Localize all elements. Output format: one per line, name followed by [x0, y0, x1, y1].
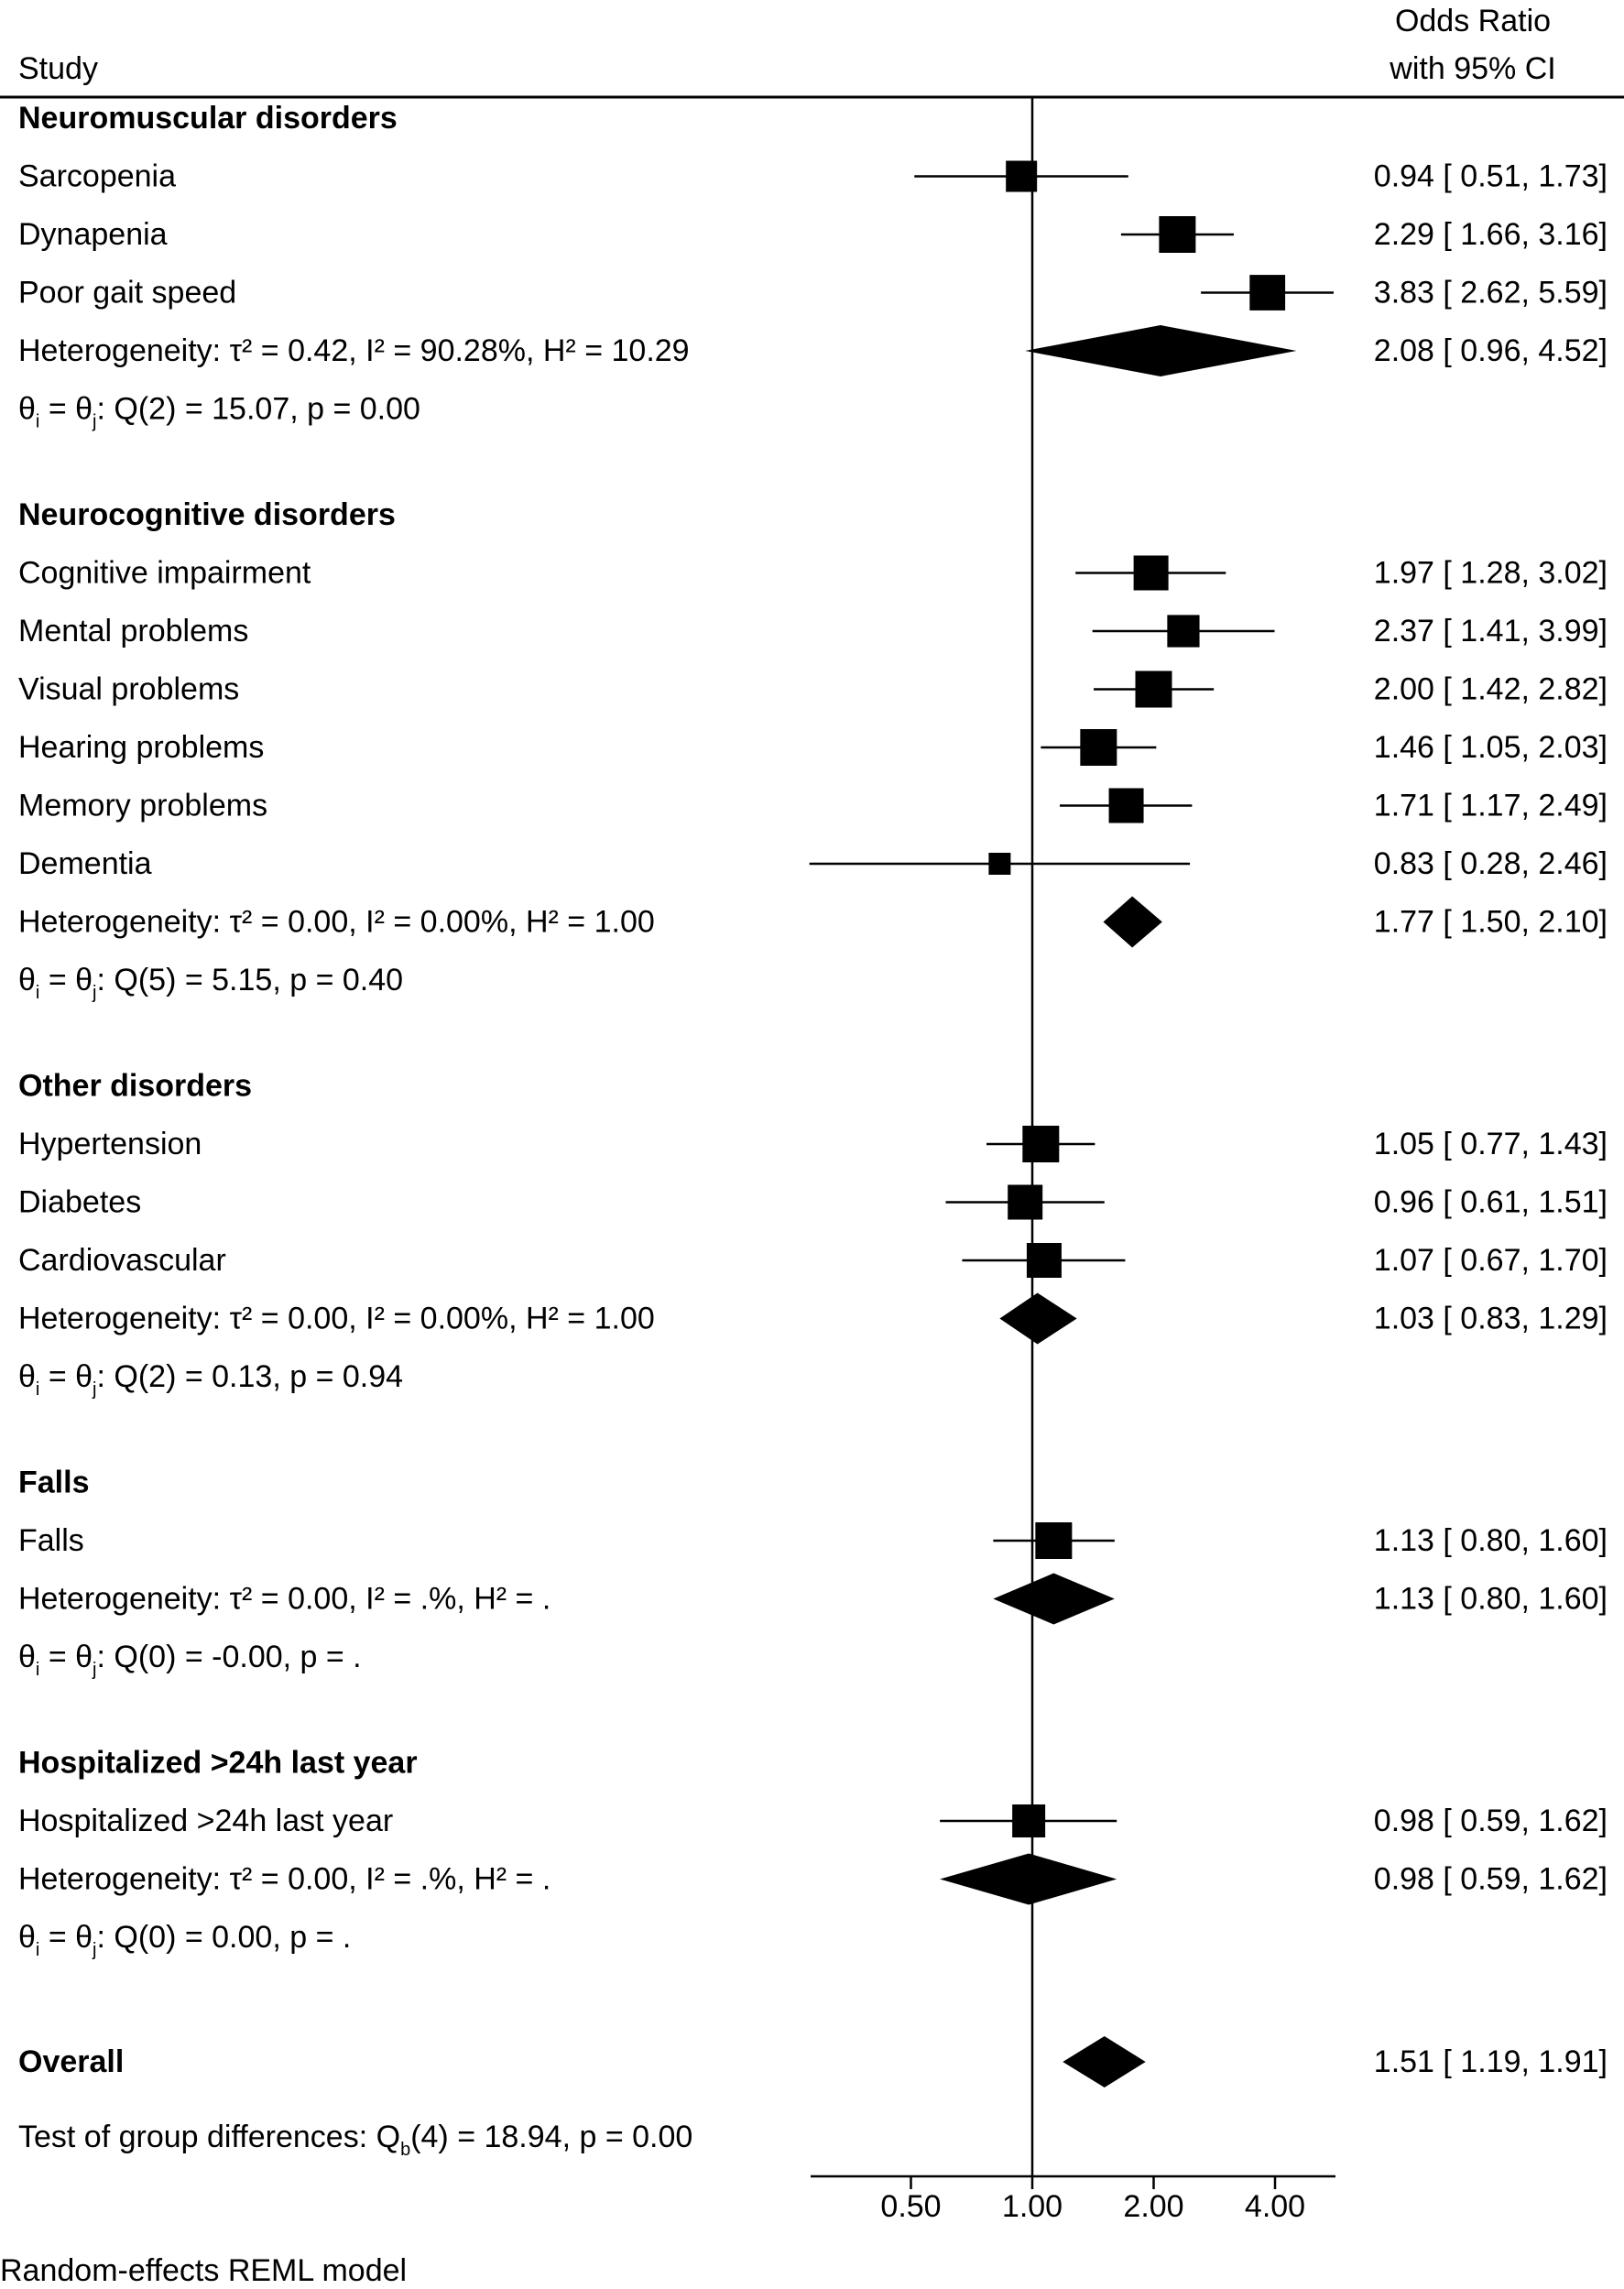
- ci-value-label: 1.07 [ 0.67, 1.70]: [1374, 1243, 1608, 1278]
- group-title: Other disorders: [18, 1069, 252, 1104]
- subgroup-test-label: θi = θj: Q(0) = 0.00, p = .: [18, 1920, 351, 1960]
- pooled-ci-label: 1.03 [ 0.83, 1.29]: [1374, 1302, 1608, 1336]
- point-estimate-box: [1133, 555, 1169, 591]
- pooled-diamond: [993, 1573, 1115, 1625]
- subgroup-test-label: θi = θj: Q(0) = -0.00, p = .: [18, 1640, 362, 1680]
- pooled-diamond: [940, 1853, 1117, 1905]
- ci-value-label: 1.46 [ 1.05, 2.03]: [1374, 730, 1608, 765]
- subgroup-test-label: θi = θj: Q(2) = 15.07, p = 0.00: [18, 392, 420, 432]
- heterogeneity-label: Heterogeneity: τ² = 0.00, I² = 0.00%, H²…: [18, 1302, 655, 1336]
- pooled-ci-label: 0.98 [ 0.59, 1.62]: [1374, 1862, 1608, 1897]
- subgroup-test-label: θi = θj: Q(5) = 5.15, p = 0.40: [18, 963, 403, 1003]
- study-label: Sarcopenia: [18, 159, 176, 194]
- ci-value-label: 0.94 [ 0.51, 1.73]: [1374, 159, 1608, 194]
- study-label: Hospitalized >24h last year: [18, 1804, 393, 1838]
- study-label: Dynapenia: [18, 217, 168, 252]
- x-axis-tick-label: 2.00: [1123, 2189, 1183, 2224]
- ci-value-label: 0.83 [ 0.28, 2.46]: [1374, 846, 1608, 881]
- model-footnote: Random-effects REML model: [0, 2253, 407, 2288]
- pooled-diamond: [999, 1292, 1077, 1345]
- pooled-diamond: [1025, 325, 1297, 376]
- point-estimate-box: [1022, 1126, 1060, 1162]
- study-label: Diabetes: [18, 1185, 141, 1220]
- study-label: Memory problems: [18, 789, 267, 823]
- point-estimate-box: [1012, 1804, 1046, 1837]
- ci-value-label: 0.96 [ 0.61, 1.51]: [1374, 1185, 1608, 1220]
- ci-value-label: 0.98 [ 0.59, 1.62]: [1374, 1804, 1608, 1838]
- point-estimate-box: [1249, 275, 1286, 311]
- heterogeneity-label: Heterogeneity: τ² = 0.00, I² = 0.00%, H²…: [18, 905, 655, 940]
- point-estimate-box: [1026, 1243, 1062, 1278]
- study-label: Visual problems: [18, 672, 239, 707]
- ci-value-label: 2.29 [ 1.66, 3.16]: [1374, 217, 1608, 252]
- study-label: Hearing problems: [18, 730, 264, 765]
- study-label: Hypertension: [18, 1127, 202, 1161]
- group-title: Hospitalized >24h last year: [18, 1746, 418, 1781]
- pooled-ci-label: 1.13 [ 0.80, 1.60]: [1374, 1582, 1608, 1617]
- point-estimate-box: [1080, 729, 1117, 766]
- study-label: Mental problems: [18, 614, 248, 649]
- ci-value-label: 1.05 [ 0.77, 1.43]: [1374, 1127, 1608, 1161]
- ci-value-label: 1.13 [ 0.80, 1.60]: [1374, 1523, 1608, 1558]
- ci-value-label: 1.97 [ 1.28, 3.02]: [1374, 556, 1608, 591]
- study-label: Cardiovascular: [18, 1243, 226, 1278]
- group-title: Neuromuscular disorders: [18, 101, 398, 136]
- overall-diamond: [1063, 2036, 1146, 2087]
- overall-ci-label: 1.51 [ 1.19, 1.91]: [1374, 2044, 1608, 2079]
- study-label: Falls: [18, 1523, 84, 1558]
- x-axis-tick-label: 0.50: [880, 2189, 941, 2224]
- point-estimate-box: [1008, 1184, 1043, 1220]
- group-differences-test-label: Test of group differences: Qb(4) = 18.94…: [18, 2120, 692, 2160]
- heterogeneity-label: Heterogeneity: τ² = 0.42, I² = 90.28%, H…: [18, 333, 690, 368]
- ci-value-label: 2.37 [ 1.41, 3.99]: [1374, 614, 1608, 649]
- point-estimate-box: [1108, 788, 1144, 823]
- effect-header-line1: Odds Ratio: [1395, 4, 1551, 38]
- ci-value-label: 2.00 [ 1.42, 2.82]: [1374, 672, 1608, 707]
- pooled-ci-label: 2.08 [ 0.96, 4.52]: [1374, 333, 1608, 368]
- effect-header-line2: with 95% CI: [1389, 51, 1555, 86]
- ci-value-label: 1.71 [ 1.17, 2.49]: [1374, 789, 1608, 823]
- point-estimate-box: [1135, 670, 1172, 708]
- point-estimate-box: [1167, 615, 1200, 648]
- study-label: Poor gait speed: [18, 276, 236, 311]
- point-estimate-box: [988, 853, 1011, 875]
- study-label: Dementia: [18, 846, 152, 881]
- heterogeneity-label: Heterogeneity: τ² = 0.00, I² = .%, H² = …: [18, 1862, 550, 1897]
- heterogeneity-label: Heterogeneity: τ² = 0.00, I² = .%, H² = …: [18, 1582, 550, 1617]
- point-estimate-box: [1035, 1522, 1073, 1559]
- pooled-diamond: [1103, 896, 1162, 948]
- group-title: Falls: [18, 1466, 89, 1500]
- point-estimate-box: [1006, 160, 1038, 192]
- study-label: Cognitive impairment: [18, 556, 311, 591]
- study-column-header: Study: [18, 51, 98, 86]
- point-estimate-box: [1159, 216, 1196, 253]
- pooled-ci-label: 1.77 [ 1.50, 2.10]: [1374, 905, 1608, 940]
- ci-value-label: 3.83 [ 2.62, 5.59]: [1374, 276, 1608, 311]
- x-axis-tick-label: 4.00: [1245, 2189, 1305, 2224]
- overall-label: Overall: [18, 2044, 124, 2079]
- subgroup-test-label: θi = θj: Q(2) = 0.13, p = 0.94: [18, 1359, 403, 1400]
- group-title: Neurocognitive disorders: [18, 497, 396, 532]
- x-axis-tick-label: 1.00: [1002, 2189, 1063, 2224]
